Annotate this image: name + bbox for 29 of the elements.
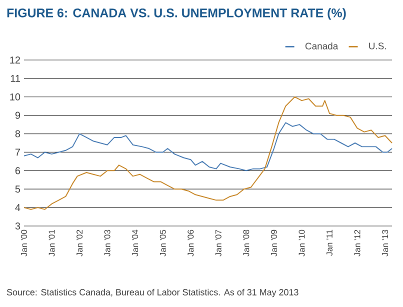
legend-label: U.S.	[369, 42, 386, 50]
x-tick-label: Jan '11	[326, 230, 332, 256]
y-tick-label: 5	[15, 186, 20, 193]
x-tick-label: Jan '12	[354, 230, 360, 256]
x-tick-label: Jan '09	[270, 230, 277, 256]
y-tick-label: 7	[15, 148, 20, 156]
x-tick-label: Jan '04	[132, 230, 138, 256]
legend-label: Canada	[305, 42, 338, 50]
y-tick-label: 11	[10, 75, 20, 82]
x-tick-label: Jan '00	[21, 230, 27, 256]
y-tick-label: 3	[15, 222, 20, 230]
source-note: Source: Statistics Canada, Bureau of Labor Statistics. As of 31 May 2013	[6, 288, 298, 298]
y-tick-label: 9	[15, 112, 20, 119]
x-tick-label: Jan '10	[298, 230, 305, 256]
y-tick-label: 10	[10, 93, 20, 100]
x-tick-label: Jan '05	[160, 230, 166, 256]
x-tick-label: Jan '01	[48, 230, 55, 256]
y-tick-label: 12	[10, 56, 20, 64]
x-tick-label: Jan '03	[104, 230, 110, 256]
x-tick-label: Jan '06	[188, 230, 194, 256]
y-tick-label: 6	[15, 167, 20, 174]
x-tick-label: Jan '07	[215, 230, 222, 256]
y-tick-label: 8	[15, 130, 20, 138]
chart-title: FIGURE 6: CANADA VS. U.S. UNEMPLOYMENT RATE (%)	[7, 8, 346, 20]
x-tick-label: Jan '08	[243, 230, 250, 256]
line-series	[24, 96, 393, 210]
x-tick-label: Jan '13	[382, 230, 388, 256]
y-tick-label: 4	[15, 204, 20, 211]
x-tick-label: Jan '02	[76, 230, 83, 256]
